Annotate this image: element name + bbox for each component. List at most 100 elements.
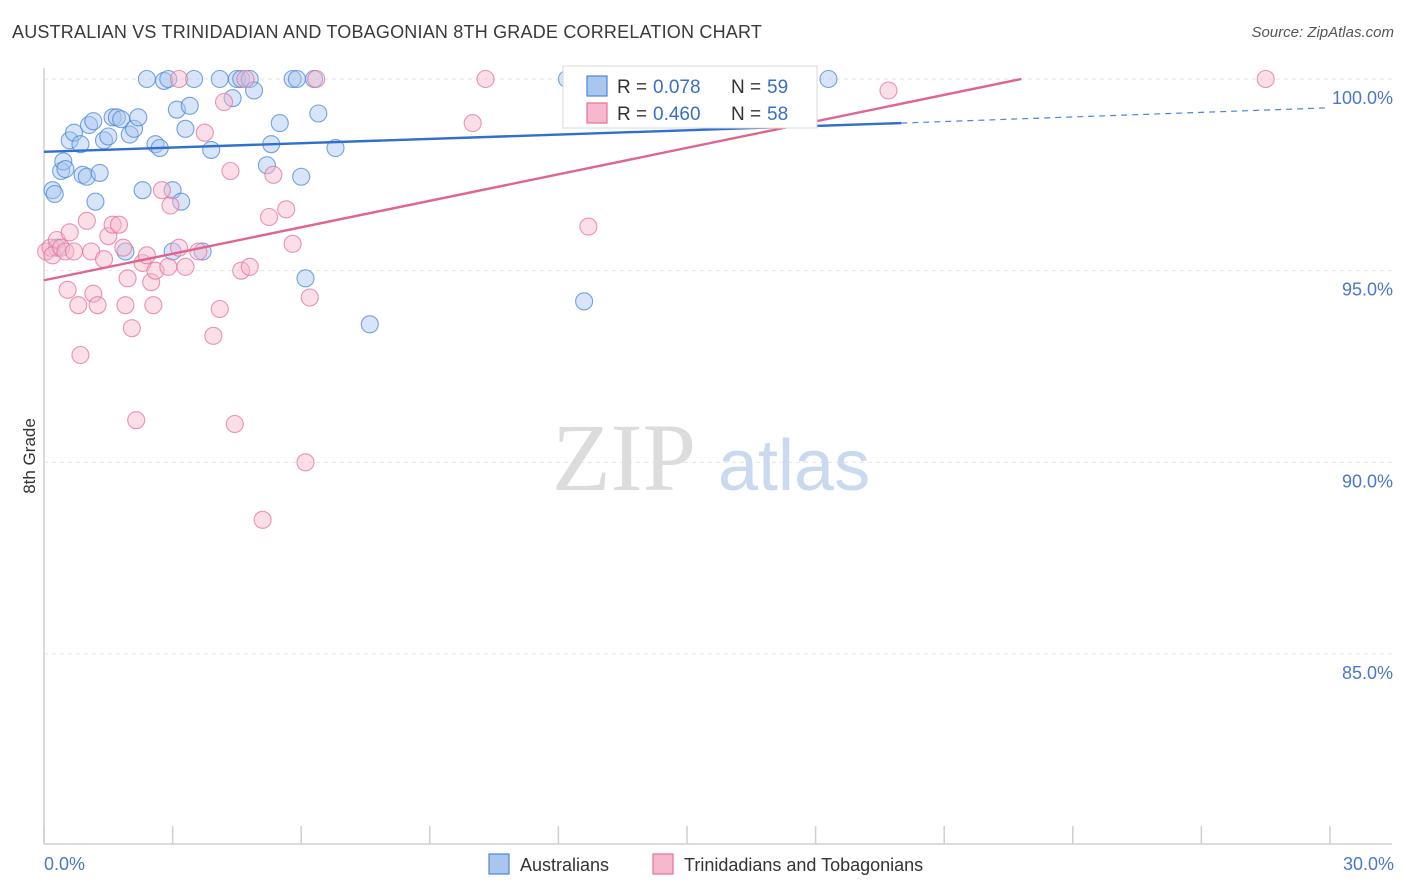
data-point <box>71 345 90 365</box>
data-point <box>142 273 161 292</box>
data-point <box>300 288 319 307</box>
x-tick-label-max: 30.0% <box>1343 854 1394 874</box>
data-point <box>204 326 223 345</box>
data-point <box>476 69 495 89</box>
data-point <box>223 89 242 108</box>
data-point <box>127 411 146 430</box>
data-point <box>264 165 283 184</box>
data-point <box>58 280 77 299</box>
data-point <box>296 269 315 288</box>
bottom-legend-label-blue: Australians <box>520 855 609 875</box>
data-point <box>176 257 195 276</box>
source-label: Source: ZipAtlas.com <box>1251 24 1394 41</box>
trend-line-australians-extension <box>901 107 1331 124</box>
legend-n-label-pink: N = <box>731 104 761 125</box>
data-point <box>116 296 135 315</box>
data-point <box>236 69 255 89</box>
data-point <box>90 163 109 182</box>
data-point <box>259 207 279 227</box>
bottom-legend-label-pink: Trinidadians and Tobagonians <box>684 855 923 875</box>
data-point <box>124 119 144 138</box>
data-point <box>463 114 482 133</box>
legend-n-label-blue: N = <box>731 77 761 98</box>
data-point <box>575 292 594 311</box>
legend-r-label-blue: R = <box>617 77 647 98</box>
data-point <box>64 242 84 261</box>
data-point <box>71 135 90 154</box>
data-point <box>277 200 296 219</box>
data-point <box>879 81 898 100</box>
data-point <box>360 315 379 334</box>
series-legend: Australians Trinidadians and Tobagonians <box>488 853 923 875</box>
trend-line-trinidadians <box>43 77 1022 282</box>
data-point <box>210 299 229 319</box>
data-point <box>214 92 234 112</box>
gridlines <box>44 78 1392 655</box>
data-point <box>118 269 137 288</box>
y-tick-label: 85.0% <box>1342 663 1393 683</box>
watermark-atlas: atlas <box>718 426 870 506</box>
data-point <box>287 69 306 89</box>
y-tick-labels: 100.0% 95.0% 90.0% 85.0% <box>1332 88 1393 683</box>
data-point <box>161 196 180 215</box>
y-axis-title: 8th Grade <box>20 418 39 494</box>
data-point <box>152 181 171 200</box>
data-point <box>257 156 276 175</box>
data-point <box>103 215 122 234</box>
data-point <box>195 123 214 142</box>
data-point <box>307 69 326 89</box>
data-point <box>283 234 302 253</box>
data-point <box>84 112 103 131</box>
legend-swatch-blue <box>586 75 608 97</box>
data-point <box>99 227 118 246</box>
data-point <box>253 510 272 529</box>
y-tick-label: 100.0% <box>1332 88 1393 108</box>
data-point <box>176 119 195 138</box>
data-point <box>309 104 328 123</box>
data-point <box>270 114 289 133</box>
data-point <box>94 250 114 269</box>
data-point <box>84 284 103 303</box>
legend-swatch-pink <box>586 102 608 124</box>
data-point <box>41 238 60 257</box>
data-point <box>189 242 208 261</box>
data-point <box>579 217 598 236</box>
data-point <box>240 257 259 276</box>
data-point <box>184 69 204 89</box>
data-point <box>159 69 178 89</box>
data-point <box>137 69 156 89</box>
data-point <box>54 152 73 171</box>
data-point <box>64 123 84 142</box>
legend-n-blue: 59 <box>767 77 788 98</box>
watermark-zip: ZIP <box>552 404 696 511</box>
data-point <box>114 238 133 257</box>
y-tick-label: 90.0% <box>1342 471 1393 491</box>
data-point <box>210 69 229 89</box>
data-point <box>60 223 79 242</box>
data-point <box>122 319 141 338</box>
bottom-legend-swatch-blue <box>488 853 510 875</box>
legend-r-label-pink: R = <box>617 104 647 125</box>
data-point <box>292 167 311 186</box>
data-point <box>159 257 178 276</box>
data-point <box>169 69 189 89</box>
x-ticks <box>43 826 1331 844</box>
data-point <box>225 414 244 434</box>
legend-n-pink: 58 <box>767 104 788 125</box>
data-point <box>69 296 88 315</box>
series-trinidadians <box>37 69 1275 529</box>
data-point <box>221 161 240 181</box>
data-point <box>1256 69 1275 89</box>
data-point <box>88 296 107 315</box>
bottom-legend-swatch-pink <box>652 853 674 875</box>
data-point <box>326 138 345 158</box>
data-point <box>45 184 64 204</box>
data-point <box>129 108 148 127</box>
data-point <box>77 211 96 230</box>
chart-title: AUSTRALIAN VS TRINIDADIAN AND TOBAGONIAN… <box>12 22 763 42</box>
y-tick-label: 95.0% <box>1342 280 1393 300</box>
data-point <box>180 96 199 115</box>
data-point <box>283 69 302 89</box>
stats-legend: R = 0.078 N = 59 R = 0.460 N = 58 <box>562 65 818 129</box>
data-point <box>172 192 191 211</box>
